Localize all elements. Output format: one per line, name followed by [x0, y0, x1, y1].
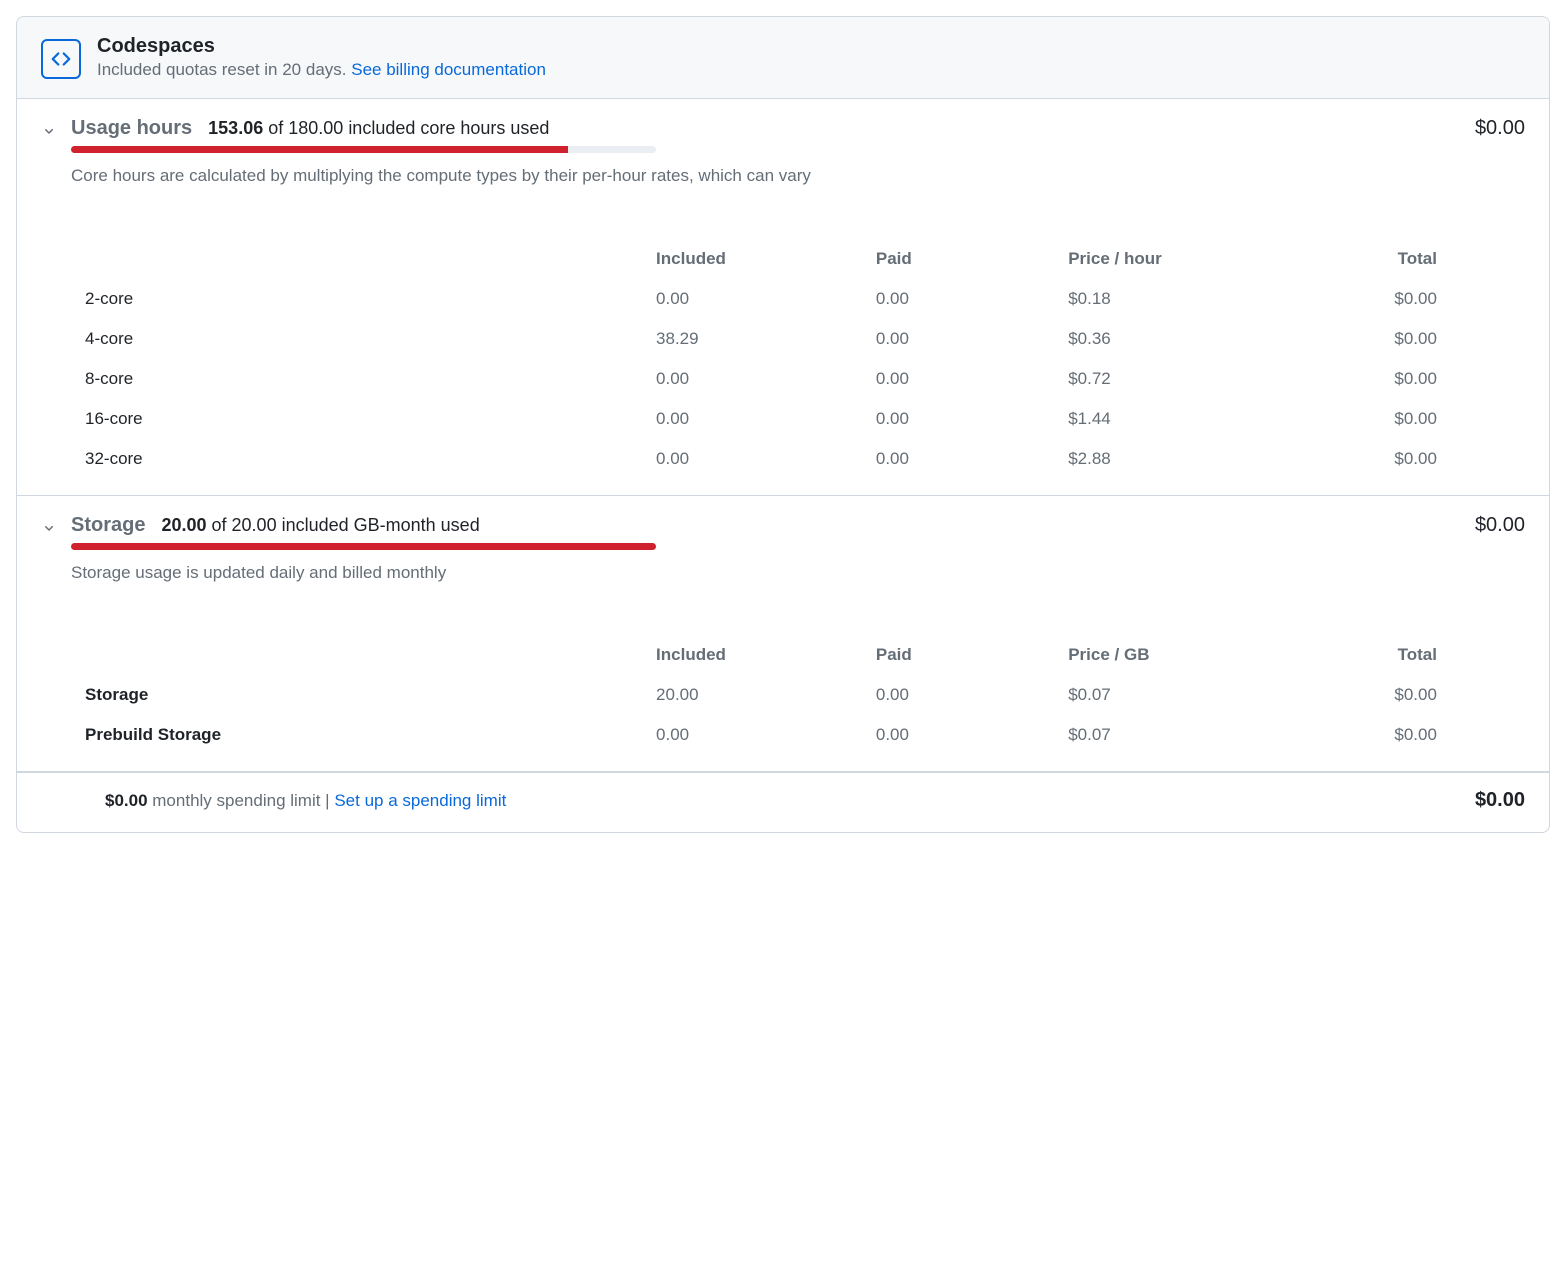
spending-limit-amount: $0.00 [105, 791, 148, 810]
storage-tbody: Storage20.000.00$0.07$0.00Prebuild Stora… [71, 675, 1445, 755]
usage-hours-tbody: 2-core0.000.00$0.18$0.004-core38.290.00$… [71, 279, 1445, 479]
chevron-down-icon[interactable] [41, 123, 57, 144]
usage-hours-used: 153.06 [208, 118, 263, 138]
row-included: 0.00 [648, 279, 868, 319]
card-subtitle-text: Included quotas reset in 20 days. [97, 60, 351, 79]
row-label: 8-core [71, 359, 648, 399]
row-paid: 0.00 [868, 359, 1060, 399]
storage-quota: 20.00 [232, 515, 277, 535]
storage-description: Storage usage is updated daily and bille… [71, 560, 811, 586]
row-total: $0.00 [1280, 715, 1445, 755]
table-row: 32-core0.000.00$2.88$0.00 [71, 439, 1445, 479]
row-price: $0.07 [1060, 715, 1280, 755]
usage-hours-section: Usage hours 153.06 of 180.00 included co… [17, 99, 1549, 496]
usage-hours-progress [71, 146, 656, 153]
row-paid: 0.00 [868, 319, 1060, 359]
card-subtitle: Included quotas reset in 20 days. See bi… [97, 60, 546, 80]
usage-hours-table: Included Paid Price / hour Total 2-core0… [71, 239, 1445, 479]
row-included: 0.00 [648, 399, 868, 439]
usage-hours-progress-fill [71, 146, 568, 153]
card-footer: $0.00 monthly spending limit | Set up a … [17, 772, 1549, 832]
row-total: $0.00 [1280, 319, 1445, 359]
row-paid: 0.00 [868, 675, 1060, 715]
spending-limit-text: $0.00 monthly spending limit | Set up a … [105, 791, 506, 811]
footer-total: $0.00 [1475, 789, 1525, 812]
table-row: 4-core38.290.00$0.36$0.00 [71, 319, 1445, 359]
row-price: $0.36 [1060, 319, 1280, 359]
row-paid: 0.00 [868, 439, 1060, 479]
row-label: Prebuild Storage [71, 715, 648, 755]
row-total: $0.00 [1280, 439, 1445, 479]
row-price: $0.07 [1060, 675, 1280, 715]
table-header-paid: Paid [868, 635, 1060, 675]
row-label: 32-core [71, 439, 648, 479]
table-header-total: Total [1280, 239, 1445, 279]
card-header: Codespaces Included quotas reset in 20 d… [17, 17, 1549, 99]
table-header-price: Price / hour [1060, 239, 1280, 279]
row-paid: 0.00 [868, 279, 1060, 319]
row-included: 38.29 [648, 319, 868, 359]
set-spending-limit-link[interactable]: Set up a spending limit [334, 791, 506, 810]
usage-hours-unit: included core hours used [348, 118, 549, 138]
row-price: $0.72 [1060, 359, 1280, 399]
row-included: 0.00 [648, 439, 868, 479]
table-row: 16-core0.000.00$1.44$0.00 [71, 399, 1445, 439]
chevron-down-icon[interactable] [41, 520, 57, 541]
table-row: Prebuild Storage0.000.00$0.07$0.00 [71, 715, 1445, 755]
storage-summary: 20.00 of 20.00 included GB-month used [161, 515, 479, 536]
storage-progress [71, 543, 656, 550]
row-total: $0.00 [1280, 399, 1445, 439]
table-row: Storage20.000.00$0.07$0.00 [71, 675, 1445, 715]
table-header-total: Total [1280, 635, 1445, 675]
row-total: $0.00 [1280, 359, 1445, 399]
usage-hours-summary: 153.06 of 180.00 included core hours use… [208, 118, 549, 139]
storage-used: 20.00 [161, 515, 206, 535]
codespaces-billing-card: Codespaces Included quotas reset in 20 d… [16, 16, 1550, 833]
row-included: 0.00 [648, 715, 868, 755]
spending-limit-label: monthly spending limit | [148, 791, 335, 810]
storage-section: Storage 20.00 of 20.00 included GB-month… [17, 496, 1549, 773]
usage-hours-title: Usage hours [71, 117, 192, 140]
billing-docs-link[interactable]: See billing documentation [351, 60, 546, 79]
row-price: $1.44 [1060, 399, 1280, 439]
row-paid: 0.00 [868, 715, 1060, 755]
table-header-price: Price / GB [1060, 635, 1280, 675]
row-label: 4-core [71, 319, 648, 359]
storage-title: Storage [71, 514, 145, 537]
codespaces-icon [41, 39, 81, 79]
usage-hours-quota: 180.00 [288, 118, 343, 138]
storage-amount: $0.00 [1475, 514, 1525, 537]
storage-unit: included GB-month used [282, 515, 480, 535]
table-row: 8-core0.000.00$0.72$0.00 [71, 359, 1445, 399]
usage-hours-amount: $0.00 [1475, 117, 1525, 140]
row-total: $0.00 [1280, 279, 1445, 319]
row-label: 2-core [71, 279, 648, 319]
storage-table: Included Paid Price / GB Total Storage20… [71, 635, 1445, 755]
row-price: $0.18 [1060, 279, 1280, 319]
table-header-included: Included [648, 635, 868, 675]
row-price: $2.88 [1060, 439, 1280, 479]
table-header-paid: Paid [868, 239, 1060, 279]
row-included: 20.00 [648, 675, 868, 715]
card-header-text: Codespaces Included quotas reset in 20 d… [97, 35, 546, 80]
table-row: 2-core0.000.00$0.18$0.00 [71, 279, 1445, 319]
card-title: Codespaces [97, 35, 546, 58]
table-header-included: Included [648, 239, 868, 279]
table-header-name [71, 635, 648, 675]
row-paid: 0.00 [868, 399, 1060, 439]
storage-progress-fill [71, 543, 656, 550]
row-total: $0.00 [1280, 675, 1445, 715]
usage-hours-description: Core hours are calculated by multiplying… [71, 163, 811, 189]
row-label: Storage [71, 675, 648, 715]
row-included: 0.00 [648, 359, 868, 399]
row-label: 16-core [71, 399, 648, 439]
table-header-name [71, 239, 648, 279]
